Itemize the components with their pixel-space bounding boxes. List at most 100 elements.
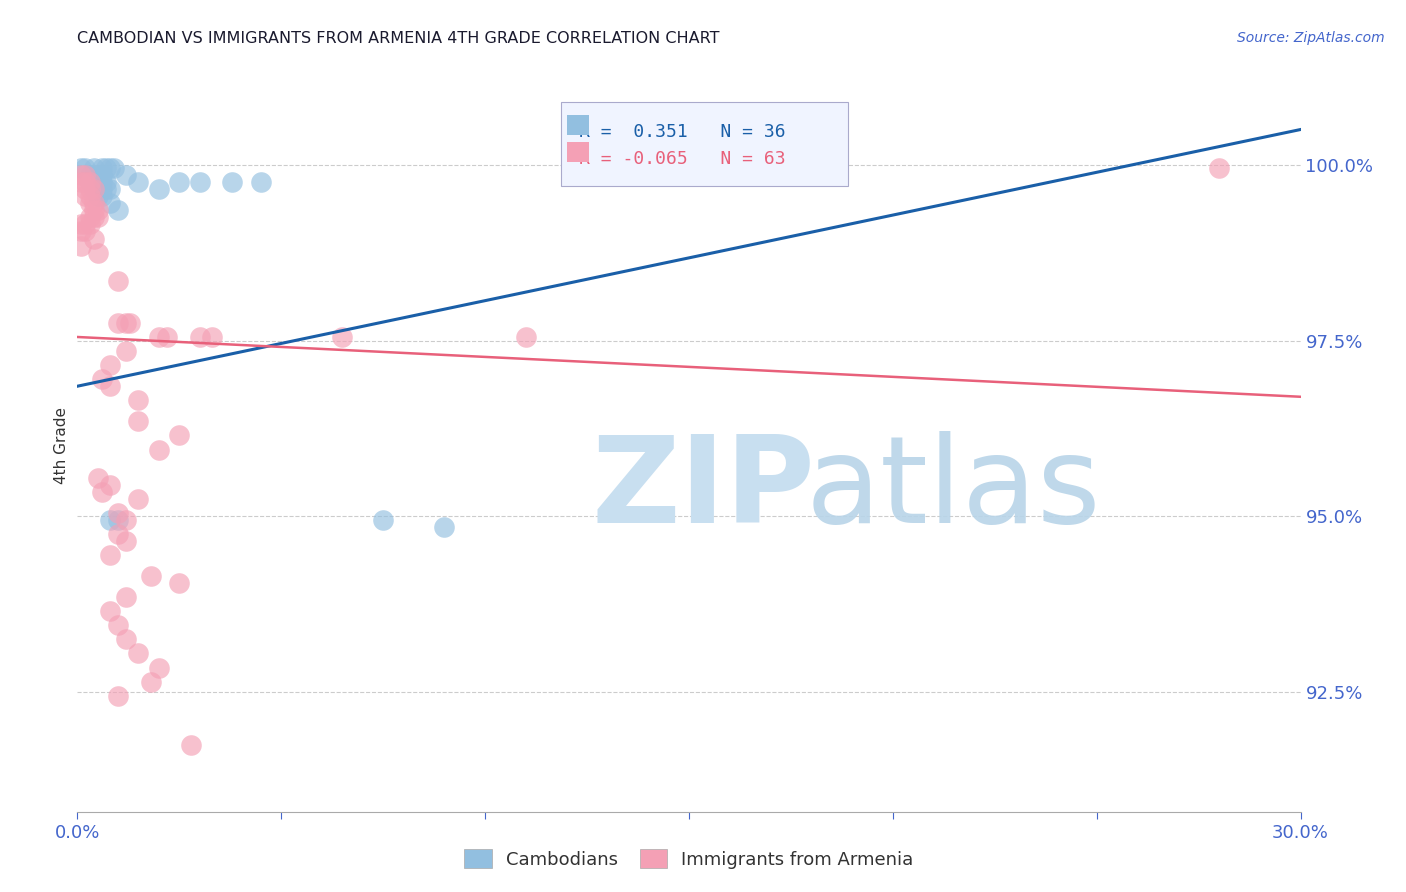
Point (128, 414, 150, 428)
Point (98, 196, 121, 211)
Point (70, 175, 93, 189)
FancyBboxPatch shape (567, 115, 589, 136)
Point (83, 161, 105, 176)
Point (148, 442, 170, 457)
Point (120, 316, 142, 330)
Point (90, 484, 112, 499)
Point (83, 211, 105, 225)
Point (128, 491, 150, 506)
Point (90, 175, 112, 189)
Point (98, 182, 121, 196)
Point (75, 161, 97, 176)
Point (87, 189, 110, 203)
Point (128, 647, 150, 661)
FancyBboxPatch shape (567, 142, 589, 162)
Point (75, 218, 97, 232)
Point (128, 393, 150, 408)
Point (90, 189, 112, 203)
Text: ZIP: ZIP (591, 432, 815, 549)
Point (87, 175, 110, 189)
Point (98, 358, 121, 372)
Point (83, 203, 105, 218)
Point (98, 477, 121, 491)
Point (70, 218, 93, 232)
Point (79, 189, 101, 203)
Point (90, 161, 112, 176)
FancyBboxPatch shape (561, 103, 848, 186)
Point (148, 182, 170, 196)
Point (433, 520, 456, 534)
Point (107, 618, 129, 632)
Point (201, 330, 224, 344)
Point (156, 330, 179, 344)
Point (515, 330, 537, 344)
Point (87, 245, 110, 260)
Point (87, 203, 110, 218)
Point (148, 660, 170, 674)
Point (98, 379, 121, 393)
Point (87, 168, 110, 182)
Point (70, 225, 93, 239)
Point (83, 175, 105, 189)
Point (75, 225, 97, 239)
Point (332, 330, 354, 344)
Point (79, 175, 101, 189)
Text: atlas: atlas (806, 432, 1101, 549)
Point (107, 689, 129, 703)
Point (79, 182, 101, 196)
Point (75, 182, 97, 196)
Point (94, 161, 117, 176)
Point (90, 372, 112, 386)
Point (115, 513, 138, 527)
Point (107, 527, 129, 541)
Point (250, 175, 273, 189)
Text: R =  0.351   N = 36: R = 0.351 N = 36 (579, 123, 786, 141)
Point (94, 175, 117, 189)
Point (70, 168, 93, 182)
Point (87, 182, 110, 196)
Point (75, 175, 97, 189)
Point (169, 175, 191, 189)
Point (188, 175, 211, 189)
Point (115, 533, 138, 548)
Point (87, 470, 110, 484)
Point (1208, 161, 1230, 176)
Point (79, 168, 101, 182)
Point (128, 175, 150, 189)
Point (79, 175, 101, 189)
Y-axis label: 4th Grade: 4th Grade (53, 408, 69, 484)
Point (180, 738, 202, 752)
Point (107, 274, 129, 288)
Point (79, 211, 101, 225)
Point (70, 238, 93, 252)
Point (98, 548, 121, 562)
Point (169, 428, 191, 442)
Point (87, 211, 110, 225)
Point (107, 203, 129, 218)
Point (115, 591, 138, 605)
Point (371, 513, 394, 527)
Point (75, 168, 97, 182)
Point (115, 316, 138, 330)
Point (107, 506, 129, 520)
Point (79, 196, 101, 211)
Point (83, 196, 105, 211)
Point (169, 576, 191, 591)
Point (98, 513, 121, 527)
Point (107, 316, 129, 330)
Point (103, 161, 125, 176)
Legend: Cambodians, Immigrants from Armenia: Cambodians, Immigrants from Armenia (457, 842, 921, 876)
Point (139, 674, 162, 689)
Point (98, 604, 121, 618)
Point (70, 161, 93, 176)
Point (221, 175, 243, 189)
Point (75, 189, 97, 203)
Point (188, 330, 211, 344)
Point (115, 632, 138, 647)
Text: R = -0.065   N = 63: R = -0.065 N = 63 (579, 150, 786, 168)
Point (115, 344, 138, 359)
Point (115, 168, 138, 182)
Point (83, 182, 105, 196)
Point (94, 182, 117, 196)
Text: Source: ZipAtlas.com: Source: ZipAtlas.com (1237, 31, 1385, 45)
